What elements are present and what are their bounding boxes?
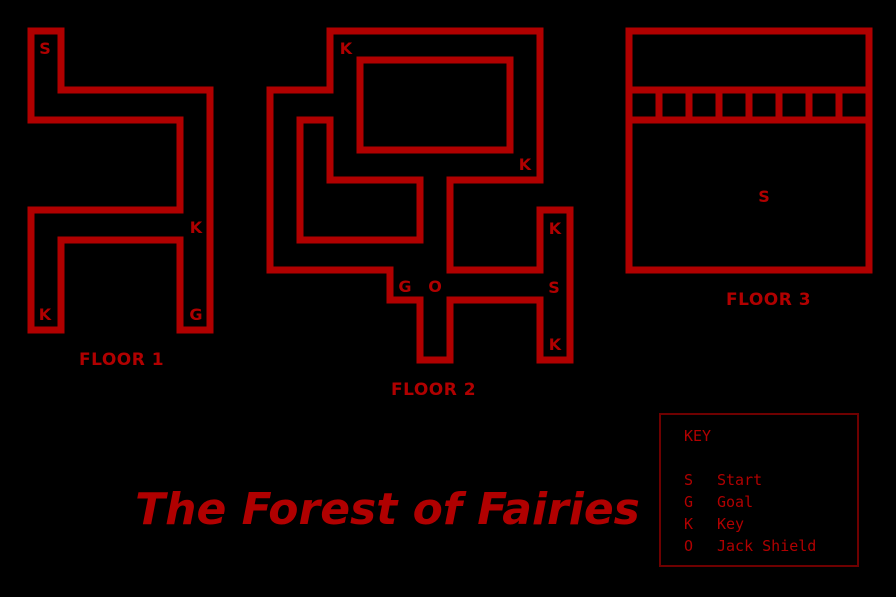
floor-3-hall <box>625 27 873 274</box>
legend-meaning: Goal <box>717 493 754 511</box>
floor-3-label: FLOOR 3 <box>726 290 812 310</box>
floor-1-marker-start: S <box>39 39 51 58</box>
floor-2-marker-key: K <box>549 335 562 354</box>
map-legend: KEY S Start G Goal K Key O Jack Shield <box>659 413 859 567</box>
floor-2-inner-room <box>356 56 514 154</box>
legend-meaning: Jack Shield <box>717 537 817 555</box>
legend-item: K Key <box>684 513 857 535</box>
legend-symbol: O <box>684 537 694 555</box>
floor-2-marker-key: K <box>549 219 562 238</box>
floor-2-corridor <box>266 27 574 364</box>
legend-symbol: G <box>684 493 694 511</box>
legend-symbol: K <box>684 515 694 533</box>
floor-1-marker-goal: G <box>189 305 202 324</box>
floor-3-cells <box>629 86 869 124</box>
floor-3-marker-start: S <box>758 187 770 206</box>
legend-symbol: S <box>684 471 694 489</box>
game-title: The Forest of Fairies <box>135 484 640 535</box>
floor-2-label: FLOOR 2 <box>391 380 477 400</box>
legend-item: S Start <box>684 469 857 491</box>
floor-2-marker-start: S <box>548 278 560 297</box>
legend-item: G Goal <box>684 491 857 513</box>
legend-meaning: Key <box>717 515 745 533</box>
floor-2-marker-shield: O <box>428 277 442 296</box>
floor-1-marker-key: K <box>190 218 203 237</box>
floor-1-label: FLOOR 1 <box>79 350 165 370</box>
floor-1-marker-key: K <box>39 305 52 324</box>
legend-heading: KEY <box>684 427 712 445</box>
floor-1-corridor <box>27 27 214 334</box>
floor-2-marker-key: K <box>340 39 353 58</box>
floor-2-inner-branch <box>296 116 424 244</box>
floor-2-marker-key: K <box>519 155 532 174</box>
legend-item: O Jack Shield <box>684 535 857 557</box>
floor-2-marker-goal: G <box>398 277 411 296</box>
legend-spacer <box>684 447 857 469</box>
legend-meaning: Start <box>717 471 763 489</box>
